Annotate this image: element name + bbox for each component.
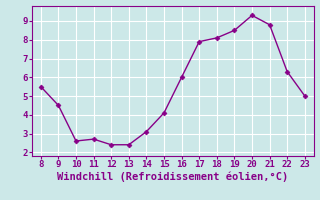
X-axis label: Windchill (Refroidissement éolien,°C): Windchill (Refroidissement éolien,°C) [57,172,288,182]
